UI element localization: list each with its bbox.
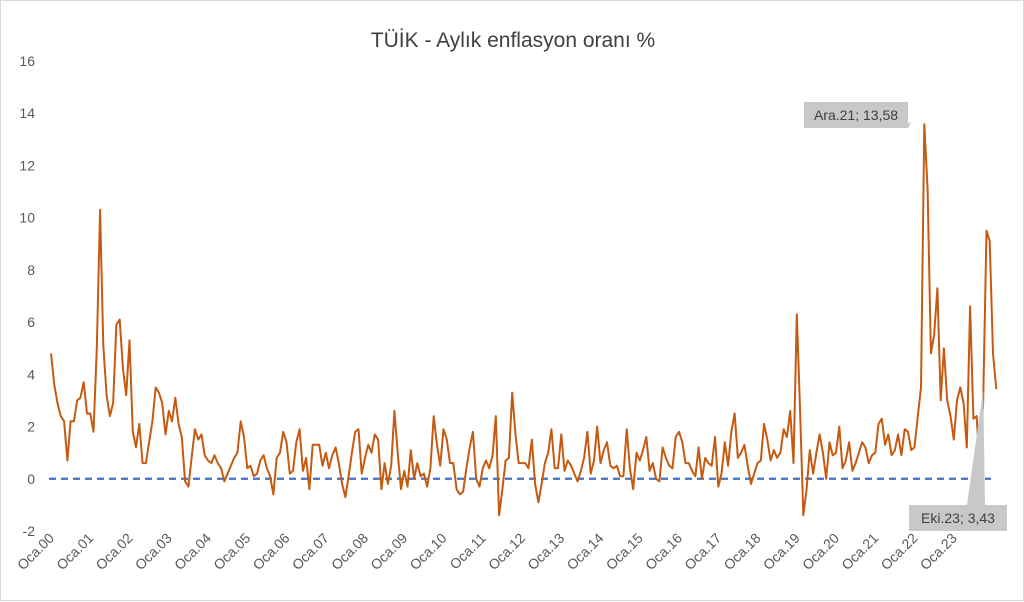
y-tick-label: 12 (19, 157, 35, 173)
y-tick-label: 14 (19, 105, 35, 121)
x-tick-label: Oca.00 (14, 530, 57, 573)
x-tick-label: Oca.22 (877, 530, 920, 573)
x-tick-label: Oca.08 (328, 530, 371, 573)
y-tick-label: 16 (19, 53, 35, 69)
x-axis: Oca.00Oca.01Oca.02Oca.03Oca.04Oca.05Oca.… (14, 530, 960, 573)
x-tick-label: Oca.13 (524, 530, 567, 573)
callout-label-latest: Eki.23; 3,43 (921, 510, 995, 526)
callout-box (804, 102, 908, 128)
x-tick-label: Oca.01 (53, 530, 96, 573)
chart-title: TÜİK - Aylık enflasyon oranı % (371, 29, 655, 52)
series-layer (50, 123, 998, 517)
x-tick-label: Oca.03 (132, 530, 175, 573)
x-tick-label: Oca.05 (210, 530, 253, 573)
callout-pointer (967, 389, 985, 505)
x-tick-label: Oca.23 (917, 530, 960, 573)
inflation-series-line (50, 123, 998, 517)
x-tick-label: Oca.19 (760, 530, 803, 573)
y-tick-label: 10 (19, 210, 35, 226)
x-tick-label: Oca.02 (92, 530, 135, 573)
y-tick-label: 6 (27, 314, 35, 330)
x-tick-label: Oca.20 (799, 530, 842, 573)
y-tick-label: 4 (27, 366, 35, 382)
y-tick-label: 8 (27, 262, 35, 278)
x-tick-label: Oca.07 (289, 530, 332, 573)
y-tick-label: 2 (27, 419, 35, 435)
x-tick-label: Oca.06 (249, 530, 292, 573)
callout-label-peak: Ara.21; 13,58 (814, 107, 898, 123)
x-tick-label: Oca.15 (603, 530, 646, 573)
x-tick-label: Oca.18 (720, 530, 763, 573)
callout-box (909, 505, 1007, 531)
x-tick-label: Oca.21 (838, 530, 881, 573)
x-tick-label: Oca.10 (406, 530, 449, 573)
x-tick-label: Oca.14 (563, 530, 606, 573)
y-tick-label: -2 (23, 523, 36, 539)
x-tick-label: Oca.09 (367, 530, 410, 573)
x-tick-label: Oca.17 (681, 530, 724, 573)
callouts-layer: Ara.21; 13,58 Eki.23; 3,43 (804, 102, 1007, 531)
x-tick-label: Oca.11 (446, 530, 489, 573)
x-tick-label: Oca.12 (485, 530, 528, 573)
y-tick-label: 0 (27, 471, 35, 487)
y-axis: -2 0 2 4 6 8 10 12 14 16 (19, 53, 35, 539)
x-tick-label: Oca.04 (171, 530, 214, 573)
x-tick-label: Oca.16 (642, 530, 685, 573)
